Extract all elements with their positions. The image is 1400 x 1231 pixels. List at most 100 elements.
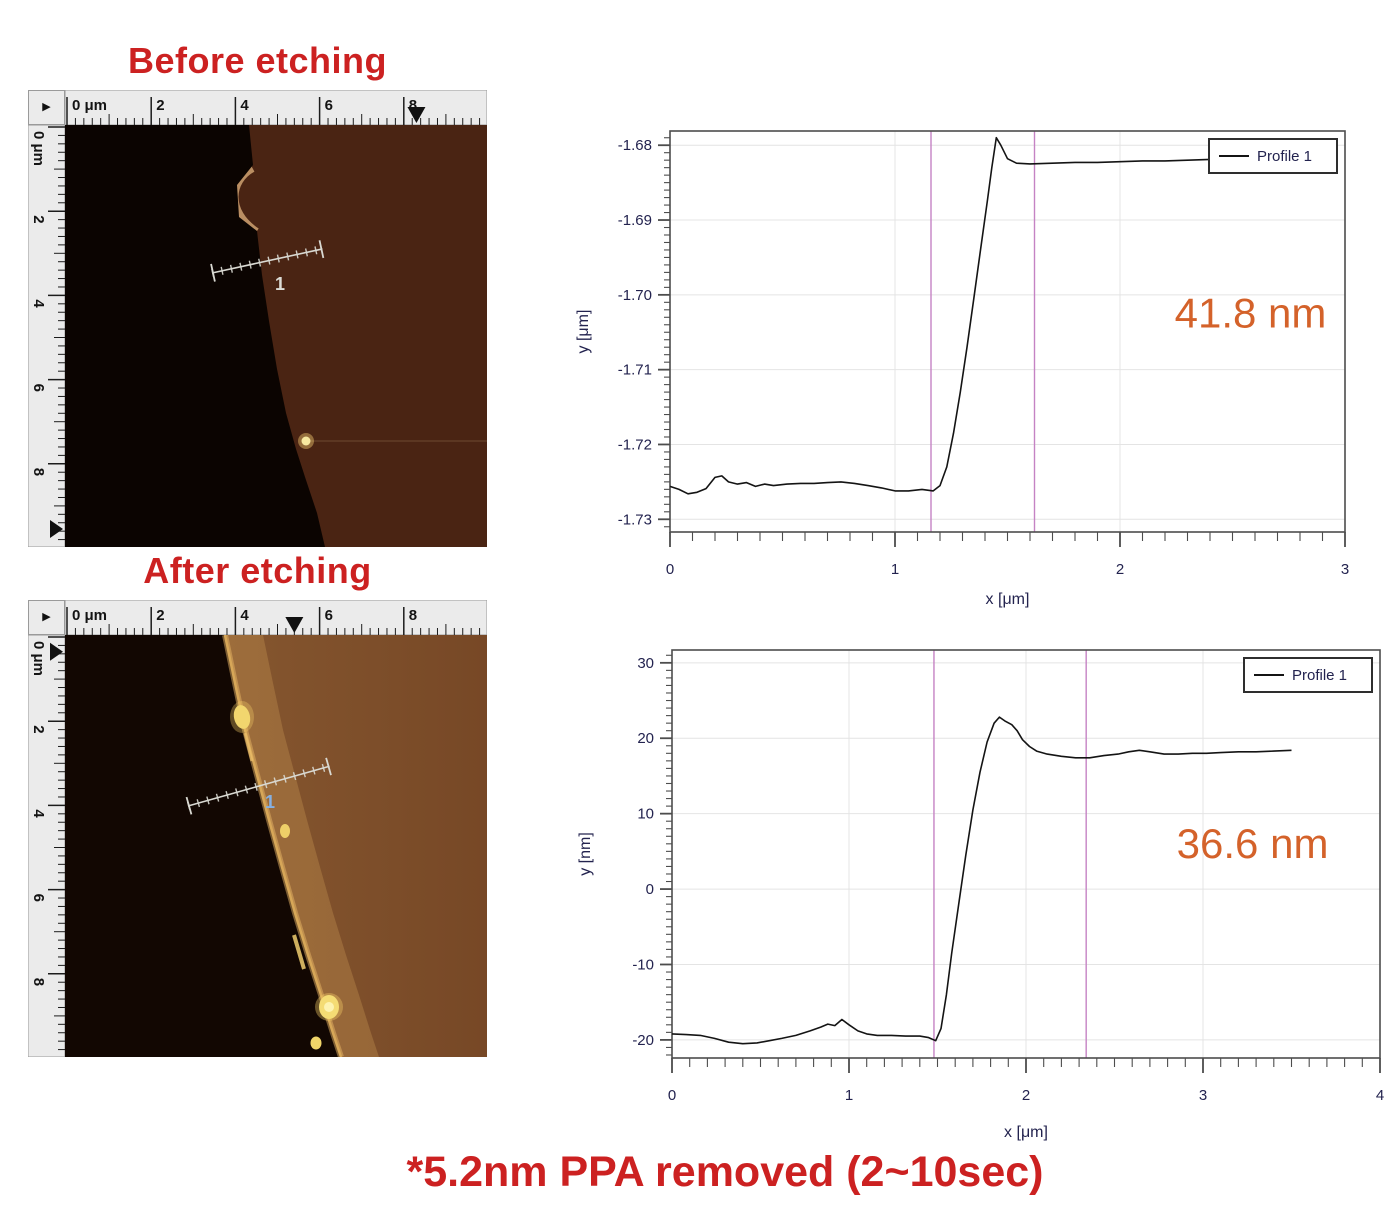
play-arrow-icon: ▶ — [42, 611, 51, 623]
profile-before-svg: 0 1 2 3 -1.68 -1.69 -1.70 -1.71 -1.72 -1.73 x [μm]… — [575, 130, 1349, 608]
scan-line-artifact — [306, 440, 487, 442]
x-tick-label: 3 — [1199, 1087, 1207, 1104]
gridlines — [670, 131, 1345, 532]
ruler-label: 4 — [30, 299, 47, 308]
y-ticks — [658, 137, 670, 528]
scan-position-marker — [50, 520, 63, 539]
ruler-label: 2 — [30, 215, 47, 223]
ruler-label: 6 — [30, 894, 47, 902]
ruler-label: 8 — [409, 97, 417, 114]
profile-chart-before: 0 1 2 3 -1.68 -1.69 -1.70 -1.71 -1.72 -1.73 x [μm]… — [560, 110, 1400, 615]
ruler-ticks — [66, 607, 481, 635]
ruler-label: 2 — [156, 97, 164, 114]
ruler-label: 8 — [30, 978, 47, 986]
y-tick-label: -10 — [632, 956, 654, 973]
y-axis-label: y [μm] — [575, 310, 592, 354]
x-tick-label: 4 — [1376, 1087, 1384, 1104]
y-tick-label: -1.68 — [618, 137, 652, 154]
legend: Profile 1 — [1208, 138, 1338, 174]
ruler-label: 4 — [240, 97, 249, 114]
y-tick-label: -1.69 — [618, 212, 652, 229]
profile-after-svg: 0 1 2 3 4 30 20 10 0 -10 -20 x [μm] y [nm] Profile 1 3… — [577, 649, 1384, 1141]
ruler-ticks — [48, 636, 65, 1051]
edge-particle-core — [324, 1002, 334, 1012]
ruler-label: 8 — [30, 468, 47, 476]
measurement-line — [185, 757, 332, 815]
ruler-label: 4 — [30, 809, 47, 818]
plot-border — [669, 130, 1346, 533]
x-tick-label: 1 — [891, 561, 899, 578]
edge-streak — [243, 732, 254, 762]
before-title: Before etching — [127, 40, 388, 81]
legend-label: Profile 1 — [1292, 667, 1347, 684]
ruler-label: 2 — [30, 725, 47, 733]
x-axis-label: x [μm] — [1004, 1124, 1048, 1141]
ruler-label: 0 μm — [30, 641, 47, 676]
x-ticks — [671, 1058, 1381, 1073]
dark-region — [65, 635, 341, 1057]
measurement-label: 1 — [275, 274, 285, 294]
profile-curve — [671, 716, 1292, 1045]
y-tick-label: -1.71 — [618, 362, 652, 379]
edge-particle — [310, 1036, 322, 1050]
ruler-label: 6 — [325, 97, 333, 114]
step-height-annotation: 36.6 nm — [1177, 820, 1329, 867]
ruler-label: 6 — [30, 384, 47, 392]
ruler-label: 2 — [156, 607, 164, 624]
caption: *5.2nm PPA removed (2~10sec) — [406, 1148, 1044, 1196]
ruler-label: 4 — [240, 607, 249, 624]
y-tick-label: 20 — [637, 730, 654, 747]
after-title: After etching — [143, 550, 372, 591]
dark-region — [65, 125, 325, 547]
x-tick-label: 0 — [668, 1087, 676, 1104]
edge-particle — [233, 705, 251, 729]
ruler-corner: ▶ — [28, 600, 65, 635]
step-height-annotation: 41.8 nm — [1175, 289, 1327, 336]
ruler-label: 6 — [325, 607, 333, 624]
edge-particle — [280, 824, 290, 838]
afm-after: ▶ 0 μm 2 4 6 8 0 μm 2 4 6 8 — [28, 600, 487, 1057]
ruler-corner: ▶ — [28, 90, 65, 125]
y-tick-label: -1.72 — [618, 436, 652, 453]
play-arrow-icon: ▶ — [42, 101, 51, 113]
scan-position-marker — [407, 107, 426, 123]
bright-particle — [301, 436, 311, 446]
x-tick-label: 0 — [666, 561, 674, 578]
ruler-label: 8 — [409, 607, 417, 624]
afm-before: ▶ 0 μm 2 4 6 8 0 μm 2 4 6 8 1 — [28, 90, 487, 547]
ruler-label: 0 μm — [30, 131, 47, 166]
x-tick-label: 2 — [1022, 1087, 1030, 1104]
plot-border — [671, 649, 1381, 1059]
y-tick-label: -1.70 — [618, 287, 652, 304]
y-tick-label: 10 — [637, 806, 654, 823]
measurement-line — [210, 240, 325, 282]
before-vertical-ruler: 0 μm 2 4 6 8 — [28, 125, 65, 547]
afm-image-before: 1 — [65, 125, 487, 547]
profile-chart-after: 0 1 2 3 4 30 20 10 0 -10 -20 x [μm] y [nm] Profile 1 3… — [560, 640, 1400, 1150]
y-tick-label: 0 — [646, 881, 654, 898]
scan-position-marker — [50, 642, 63, 661]
measurement-label: 1 — [265, 792, 275, 812]
y-ticks — [660, 654, 672, 1056]
ruler-label: 0 μm — [72, 97, 107, 114]
after-horizontal-ruler: 0 μm 2 4 6 8 — [65, 600, 487, 635]
legend: Profile 1 — [1243, 657, 1373, 693]
ruler-label: 0 μm — [72, 607, 107, 624]
y-tick-label: -1.73 — [618, 511, 652, 528]
legend-label: Profile 1 — [1257, 148, 1312, 165]
x-tick-label: 3 — [1341, 561, 1349, 578]
x-tick-label: 2 — [1116, 561, 1124, 578]
y-axis-label: y [nm] — [577, 832, 594, 876]
edge-bright-band — [225, 635, 379, 1057]
profile-curve — [669, 136, 1296, 495]
x-axis-label: x [μm] — [986, 591, 1030, 608]
x-tick-label: 1 — [845, 1087, 853, 1104]
y-tick-label: -20 — [632, 1032, 654, 1049]
x-ticks — [669, 532, 1346, 547]
edge-streak — [292, 934, 306, 970]
y-tick-label: 30 — [637, 655, 654, 672]
after-vertical-ruler: 0 μm 2 4 6 8 — [28, 635, 65, 1057]
ruler-ticks — [66, 97, 481, 125]
scan-position-marker — [285, 617, 304, 633]
